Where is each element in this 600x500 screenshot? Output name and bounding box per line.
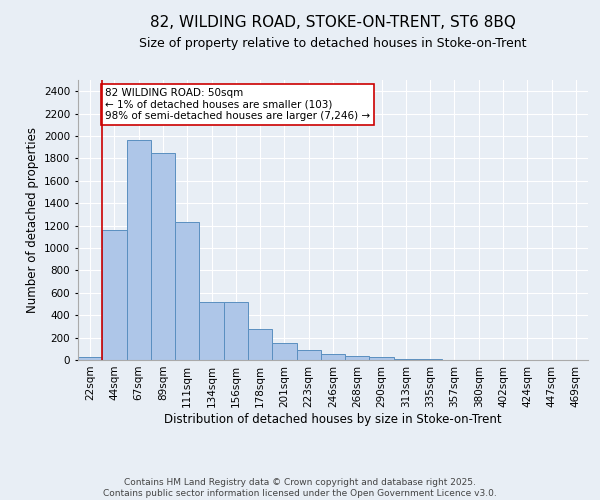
Bar bbox=[345, 356, 370, 360]
Bar bbox=[102, 230, 127, 360]
Bar bbox=[127, 140, 151, 360]
Text: 82, WILDING ROAD, STOKE-ON-TRENT, ST6 8BQ: 82, WILDING ROAD, STOKE-ON-TRENT, ST6 8B… bbox=[150, 15, 516, 30]
Bar bbox=[175, 222, 199, 360]
Bar bbox=[248, 328, 272, 360]
Text: 82 WILDING ROAD: 50sqm
← 1% of detached houses are smaller (103)
98% of semi-det: 82 WILDING ROAD: 50sqm ← 1% of detached … bbox=[105, 88, 370, 121]
Bar bbox=[224, 302, 248, 360]
Bar bbox=[321, 354, 345, 360]
Bar bbox=[394, 359, 418, 360]
Bar bbox=[151, 153, 175, 360]
Y-axis label: Number of detached properties: Number of detached properties bbox=[26, 127, 38, 313]
Text: Contains HM Land Registry data © Crown copyright and database right 2025.
Contai: Contains HM Land Registry data © Crown c… bbox=[103, 478, 497, 498]
Bar bbox=[370, 356, 394, 360]
X-axis label: Distribution of detached houses by size in Stoke-on-Trent: Distribution of detached houses by size … bbox=[164, 412, 502, 426]
Bar bbox=[296, 350, 321, 360]
Text: Size of property relative to detached houses in Stoke-on-Trent: Size of property relative to detached ho… bbox=[139, 38, 527, 51]
Bar bbox=[199, 302, 224, 360]
Bar bbox=[272, 342, 296, 360]
Bar bbox=[78, 357, 102, 360]
